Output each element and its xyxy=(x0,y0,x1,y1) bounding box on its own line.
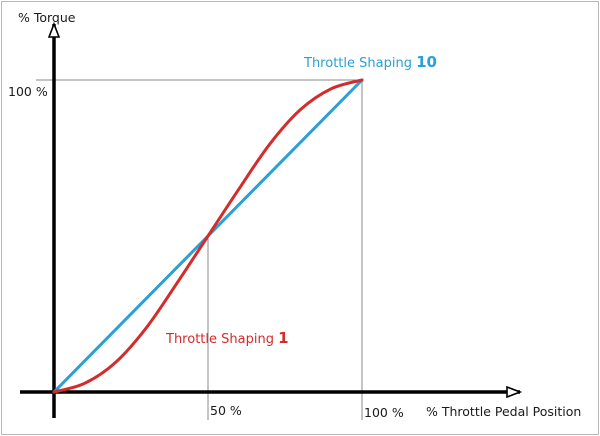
y-axis-label: % Torque xyxy=(18,10,76,25)
x-tick-label-100: 100 % xyxy=(364,405,404,420)
axes xyxy=(20,24,520,418)
y-tick-label-100: 100 % xyxy=(8,84,48,99)
guide-lines xyxy=(36,79,363,420)
series-label-text: Throttle Shaping xyxy=(303,56,416,71)
series-layer xyxy=(52,78,364,394)
series-label-number: 1 xyxy=(278,329,288,347)
x-axis-label: % Throttle Pedal Position xyxy=(426,404,581,419)
series-label-number: 10 xyxy=(416,53,437,71)
x-tick-label-50: 50 % xyxy=(210,403,242,418)
series-label-text: Throttle Shaping xyxy=(165,332,278,347)
series-label-throttle-shaping-1: Throttle Shaping 1 xyxy=(165,329,289,347)
series-line-throttle-shaping-1 xyxy=(52,78,364,394)
series-label-throttle-shaping-10: Throttle Shaping 10 xyxy=(303,53,437,71)
